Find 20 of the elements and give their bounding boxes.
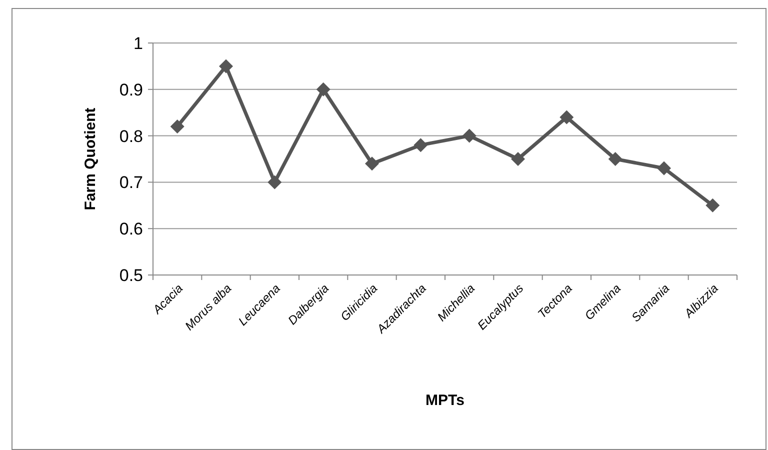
point: [657, 161, 671, 176]
point: [706, 198, 720, 212]
y-tick-label: 0.8: [119, 126, 143, 146]
point: [365, 156, 379, 171]
y-tick-label: 1: [134, 34, 143, 53]
y-tick-label: 0.9: [119, 80, 143, 100]
point: [414, 138, 428, 152]
y-tick-label: 0.6: [119, 220, 143, 239]
point: [219, 59, 233, 74]
y-tick-label: 0.7: [119, 173, 143, 192]
y-tick-label: 0.5: [119, 266, 143, 285]
point: [462, 128, 476, 143]
y-axis-title: Farm Quotient: [82, 108, 99, 210]
point: [268, 175, 282, 190]
point: [560, 110, 574, 124]
x-axis-title: MPTs: [426, 392, 464, 409]
point: [316, 82, 330, 96]
point: [511, 152, 525, 166]
point: [608, 152, 622, 166]
point: [170, 120, 184, 134]
